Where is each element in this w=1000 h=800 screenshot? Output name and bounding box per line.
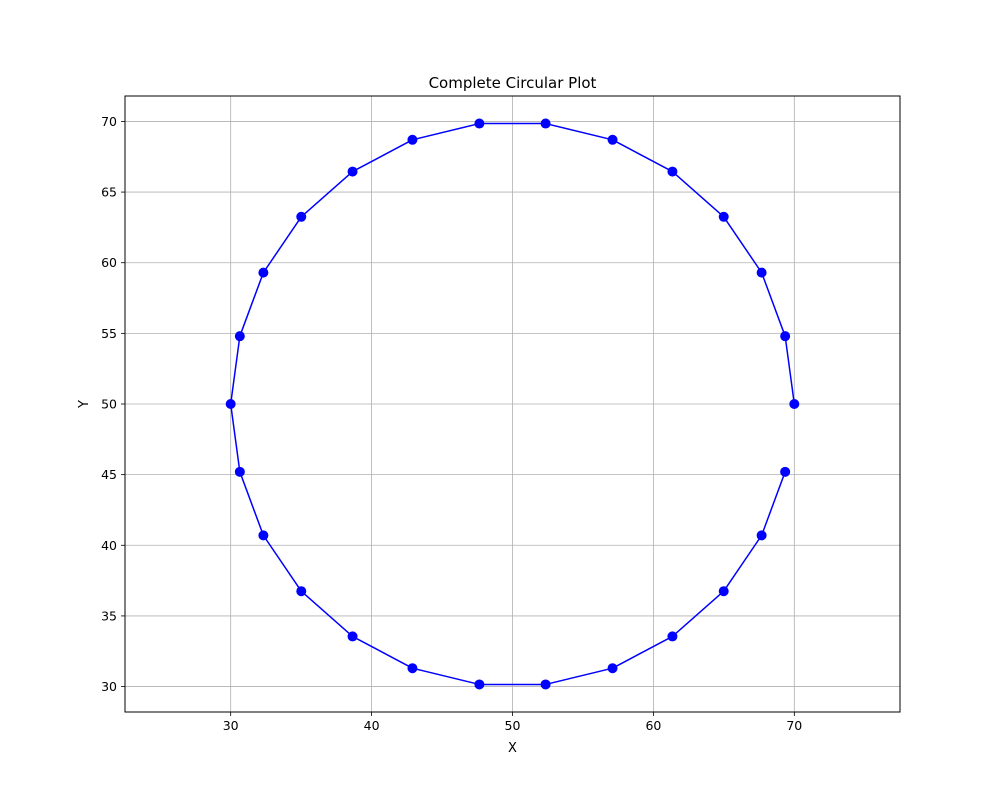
data-point xyxy=(667,166,678,177)
y-tick-label: 45 xyxy=(101,467,117,482)
data-point xyxy=(234,466,245,477)
data-point xyxy=(474,118,485,129)
data-point xyxy=(225,399,236,409)
data-point xyxy=(718,211,729,222)
data-point xyxy=(540,118,551,129)
data-point xyxy=(780,331,791,342)
x-tick-label: 50 xyxy=(505,718,521,733)
data-point xyxy=(296,211,307,222)
x-tick-label: 70 xyxy=(786,718,802,733)
x-axis-label: X xyxy=(508,741,517,756)
y-tick-label: 65 xyxy=(101,185,117,200)
data-point xyxy=(756,530,767,541)
y-tick-label: 55 xyxy=(101,326,117,341)
data-point xyxy=(407,134,418,145)
y-tick-label: 60 xyxy=(101,255,117,270)
x-tick-label: 30 xyxy=(223,718,239,733)
data-point xyxy=(607,663,618,674)
y-tick-label: 40 xyxy=(101,538,117,553)
y-tick-label: 30 xyxy=(101,679,117,694)
plot-frame xyxy=(124,95,901,713)
series-line xyxy=(229,122,796,686)
x-tick-label: 40 xyxy=(364,718,380,733)
data-point xyxy=(296,586,307,597)
data-point xyxy=(474,679,485,690)
axis-ticks: 30 40 50 60 70 30 35 40 45 50 55 60 65 70 xyxy=(101,114,802,733)
chart-title: Complete Circular Plot xyxy=(429,74,597,92)
data-point xyxy=(789,399,800,409)
y-axis-label: Y xyxy=(77,400,92,409)
grid-lines xyxy=(125,96,900,712)
data-point xyxy=(258,530,269,541)
data-point xyxy=(718,586,729,597)
data-point xyxy=(607,134,618,145)
y-tick-label: 70 xyxy=(101,114,117,129)
data-point xyxy=(756,267,767,278)
data-point xyxy=(234,331,245,342)
data-series xyxy=(225,118,800,690)
data-point xyxy=(258,267,269,278)
data-point xyxy=(347,631,358,642)
y-tick-label: 50 xyxy=(101,397,117,412)
data-point xyxy=(780,466,791,477)
x-tick-label: 60 xyxy=(645,718,661,733)
data-point xyxy=(407,663,418,674)
data-point xyxy=(347,166,358,177)
data-point xyxy=(540,679,551,690)
data-point xyxy=(667,631,678,642)
y-tick-label: 35 xyxy=(101,608,117,623)
